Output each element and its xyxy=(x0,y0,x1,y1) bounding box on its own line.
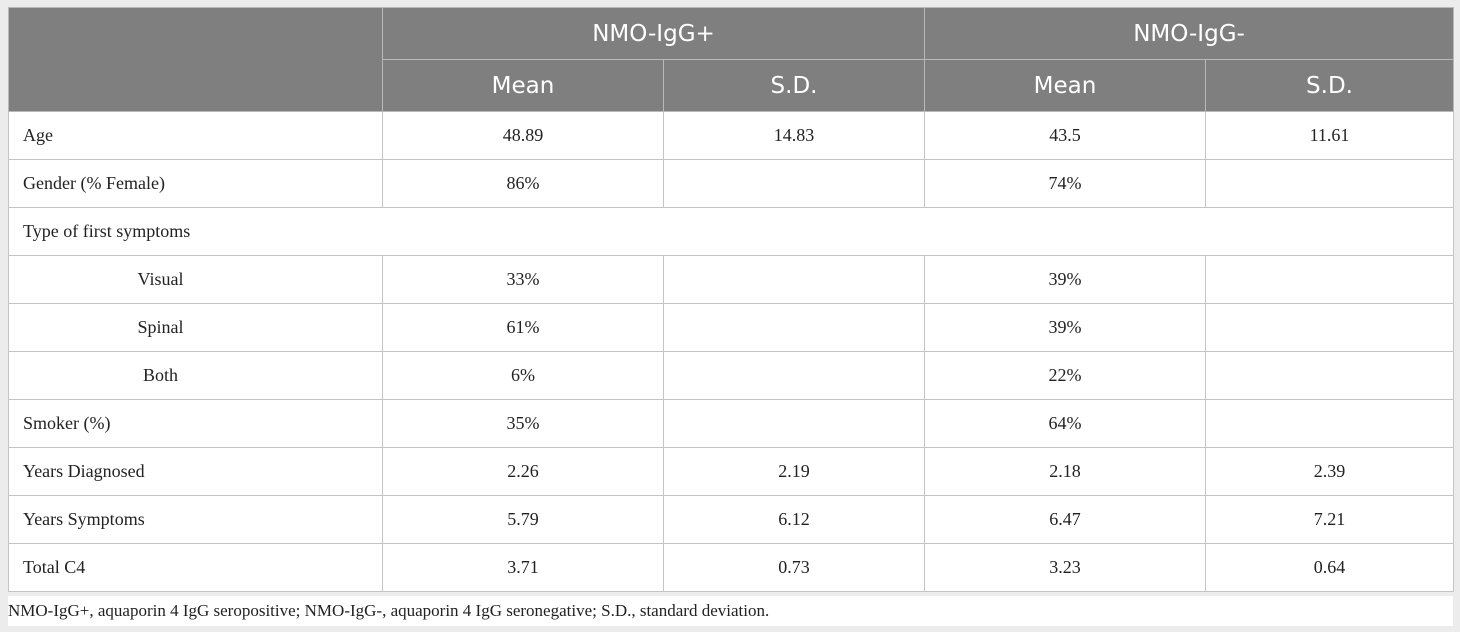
table-cell: 22% xyxy=(924,351,1207,400)
table-row: Both 6% 22% xyxy=(8,351,1455,400)
table-cell: 0.64 xyxy=(1205,543,1455,592)
table-cell: 39% xyxy=(924,303,1207,352)
row-label: Spinal xyxy=(8,303,383,352)
table-row: Years Symptoms 5.79 6.12 6.47 7.21 xyxy=(8,495,1455,544)
table-cell: 61% xyxy=(382,303,664,352)
row-label: Age xyxy=(8,111,383,160)
table-cell xyxy=(1205,159,1455,208)
table-row: Type of first symptoms xyxy=(7,207,1455,256)
table-cell: 5.79 xyxy=(382,495,664,544)
sub-header-mean: Mean xyxy=(924,59,1207,112)
table-cell: 2.19 xyxy=(662,447,926,496)
table-row: Visual 33% 39% xyxy=(8,255,1455,304)
table-cell: 6.47 xyxy=(924,495,1207,544)
group-header-row: NMO-IgG+ NMO-IgG- xyxy=(8,7,1455,112)
table-cell: 6% xyxy=(382,351,664,400)
table-cell: 74% xyxy=(924,159,1207,208)
row-label: Visual xyxy=(8,255,383,304)
table-cell: 35% xyxy=(382,399,664,448)
table-cell xyxy=(662,159,926,208)
row-label: Smoker (%) xyxy=(8,399,383,448)
row-label: Gender (% Female) xyxy=(8,159,383,208)
group-header-seronegative: NMO-IgG- xyxy=(924,7,1455,60)
table-cell: 48.89 xyxy=(382,111,664,160)
table-cell: 43.5 xyxy=(924,111,1207,160)
table-cell: 3.23 xyxy=(924,543,1207,592)
table-cell xyxy=(1205,399,1455,448)
sub-header-sd: S.D. xyxy=(1205,59,1455,112)
data-table: NMO-IgG+ NMO-IgG- Mean S.D. Mean S.D. Ag… xyxy=(7,7,1455,592)
table-cell xyxy=(1205,255,1455,304)
sub-header-mean: Mean xyxy=(382,59,664,112)
table-row: Spinal 61% 39% xyxy=(8,303,1455,352)
row-label: Years Symptoms xyxy=(8,495,383,544)
table-cell: 2.26 xyxy=(382,447,664,496)
sub-header-row: Mean S.D. Mean S.D. xyxy=(9,59,1455,112)
table-cell: 3.71 xyxy=(382,543,664,592)
table-cell xyxy=(662,255,926,304)
table-cell: 7.21 xyxy=(1205,495,1455,544)
table-cell: 14.83 xyxy=(662,111,926,160)
group-header-seropositive: NMO-IgG+ xyxy=(381,7,926,60)
corner-header-cell xyxy=(8,7,383,112)
table-cell: 2.39 xyxy=(1205,447,1455,496)
table-row: Total C4 3.71 0.73 3.23 0.64 xyxy=(8,543,1455,592)
table-row: Gender (% Female) 86% 74% xyxy=(8,159,1455,208)
table-cell: 11.61 xyxy=(1205,111,1455,160)
table-cell xyxy=(1205,303,1455,352)
table-row: Years Diagnosed 2.26 2.19 2.18 2.39 xyxy=(8,447,1455,496)
table-row: Smoker (%) 35% 64% xyxy=(8,399,1455,448)
table-cell xyxy=(662,303,926,352)
table-footnote: NMO-IgG+, aquaporin 4 IgG seropositive; … xyxy=(8,596,1453,626)
section-label: Type of first symptoms xyxy=(7,207,1455,256)
row-label: Both xyxy=(8,351,383,400)
table-row: Age 48.89 14.83 43.5 11.61 xyxy=(8,111,1455,160)
table-cell: 64% xyxy=(924,399,1207,448)
row-label: Total C4 xyxy=(8,543,383,592)
table-cell: 39% xyxy=(924,255,1207,304)
table-cell xyxy=(662,351,926,400)
table-cell: 6.12 xyxy=(662,495,926,544)
table-cell xyxy=(1205,351,1455,400)
row-label: Years Diagnosed xyxy=(8,447,383,496)
table-cell: 33% xyxy=(382,255,664,304)
table-cell: 0.73 xyxy=(662,543,926,592)
sub-header-sd: S.D. xyxy=(662,59,926,112)
table-cell xyxy=(662,399,926,448)
table-cell: 2.18 xyxy=(924,447,1207,496)
table-cell: 86% xyxy=(382,159,664,208)
